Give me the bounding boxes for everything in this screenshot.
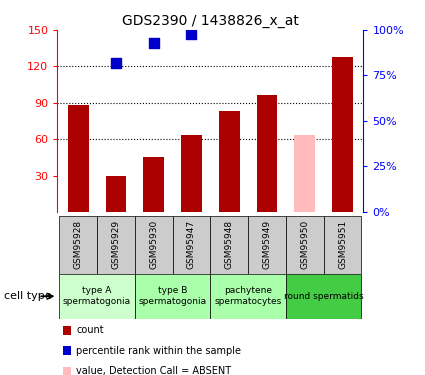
Text: type A
spermatogonia: type A spermatogonia — [63, 286, 131, 306]
Text: GSM95951: GSM95951 — [338, 220, 347, 269]
Bar — [219, 111, 240, 212]
Bar — [173, 216, 210, 274]
Bar — [68, 105, 88, 212]
Text: GSM95928: GSM95928 — [74, 220, 82, 269]
Point — [113, 60, 119, 66]
Text: type B
spermatogonia: type B spermatogonia — [139, 286, 207, 306]
Bar — [286, 274, 362, 319]
Bar — [97, 216, 135, 274]
Point — [301, 18, 308, 24]
Text: round spermatids: round spermatids — [284, 292, 363, 301]
Title: GDS2390 / 1438826_x_at: GDS2390 / 1438826_x_at — [122, 13, 299, 28]
Bar — [59, 216, 97, 274]
Bar — [143, 158, 164, 212]
Text: cell type: cell type — [4, 291, 52, 301]
Bar — [210, 216, 248, 274]
Bar — [135, 274, 210, 319]
Bar — [63, 367, 71, 375]
Bar — [181, 135, 202, 212]
Text: GSM95929: GSM95929 — [111, 220, 120, 269]
Bar — [59, 274, 135, 319]
Text: GSM95930: GSM95930 — [149, 220, 158, 269]
Text: GSM95948: GSM95948 — [225, 220, 234, 269]
Bar — [295, 135, 315, 212]
Bar — [105, 176, 126, 212]
Bar — [324, 216, 362, 274]
Bar — [63, 346, 71, 355]
Text: GSM95949: GSM95949 — [263, 220, 272, 269]
Text: value, Detection Call = ABSENT: value, Detection Call = ABSENT — [76, 366, 232, 375]
Bar — [248, 216, 286, 274]
Text: count: count — [76, 325, 104, 335]
Point — [75, 20, 82, 26]
Bar — [332, 57, 353, 212]
Bar — [135, 216, 173, 274]
Bar — [63, 326, 71, 334]
Text: percentile rank within the sample: percentile rank within the sample — [76, 346, 241, 355]
Bar — [210, 274, 286, 319]
Text: GSM95947: GSM95947 — [187, 220, 196, 269]
Text: GSM95950: GSM95950 — [300, 220, 309, 269]
Point — [150, 40, 157, 46]
Point — [226, 9, 232, 15]
Text: pachytene
spermatocytes: pachytene spermatocytes — [215, 286, 282, 306]
Point — [188, 31, 195, 37]
Bar — [286, 216, 324, 274]
Bar — [257, 96, 278, 212]
